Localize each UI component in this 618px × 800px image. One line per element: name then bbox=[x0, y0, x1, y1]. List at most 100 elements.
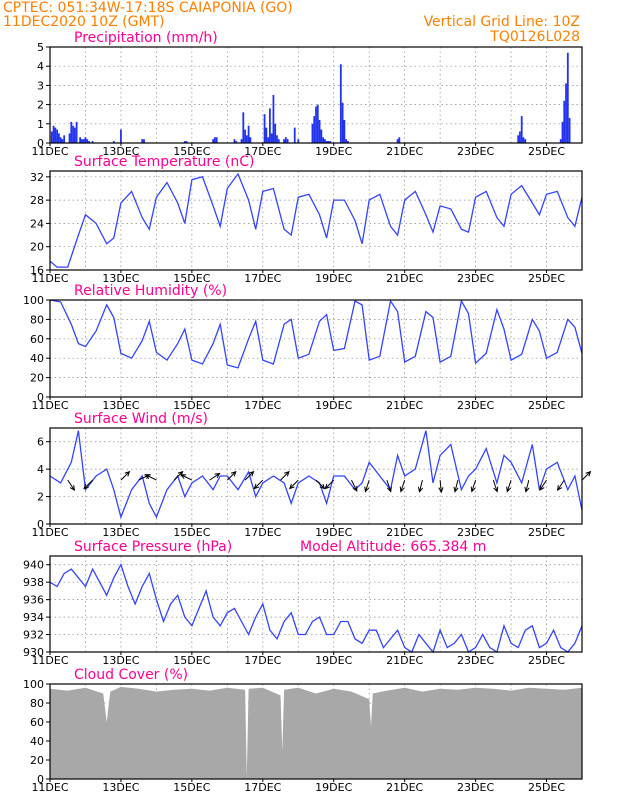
precip-bar bbox=[267, 137, 270, 143]
x-tick-label: 23DEC bbox=[457, 781, 494, 794]
precip-bar bbox=[524, 139, 527, 143]
x-tick-label: 13DEC bbox=[102, 145, 139, 158]
precip-bar bbox=[183, 141, 186, 143]
panel-0: 0 1 2 3 4 5 Precipitation (mm/h) 11DEC 13DEC 15DE… bbox=[31, 30, 583, 158]
series-line bbox=[49, 172, 583, 268]
precip-bar bbox=[185, 141, 188, 143]
precip-bar bbox=[52, 125, 55, 143]
precip-bar bbox=[235, 141, 238, 143]
precip-bar bbox=[320, 129, 323, 143]
precip-bar bbox=[311, 123, 314, 143]
y-tick-label: 0 bbox=[37, 137, 44, 150]
cloud-cover-area bbox=[50, 686, 582, 779]
precip-bar bbox=[339, 64, 342, 143]
y-tick-label: 4 bbox=[37, 463, 44, 476]
precip-bar bbox=[244, 129, 246, 143]
precip-bar bbox=[249, 137, 252, 143]
x-tick-label: 17DEC bbox=[244, 399, 281, 412]
wind-arrow bbox=[280, 470, 290, 481]
x-tick-label: 15DEC bbox=[173, 654, 210, 667]
precip-bar bbox=[519, 131, 521, 143]
x-tick-label: 17DEC bbox=[244, 272, 281, 285]
header-grid-info: Vertical Grid Line: 10Z bbox=[424, 14, 580, 30]
precip-bar bbox=[112, 141, 115, 143]
x-tick-label: 17DEC bbox=[244, 526, 281, 539]
x-tick-label: 21DEC bbox=[386, 526, 423, 539]
wind-arrow bbox=[226, 470, 237, 481]
precip-bar bbox=[316, 104, 319, 143]
y-tick-label: 20 bbox=[30, 372, 44, 385]
precip-bar bbox=[293, 127, 296, 143]
precip-bar bbox=[84, 137, 87, 143]
x-tick-label: 25DEC bbox=[528, 781, 565, 794]
precip-bar bbox=[522, 137, 525, 143]
y-tick-label: 6 bbox=[37, 436, 44, 449]
precip-bar bbox=[315, 106, 317, 143]
x-tick-label: 15DEC bbox=[173, 272, 210, 285]
precip-bar bbox=[341, 102, 344, 143]
precip-bar bbox=[63, 135, 66, 143]
precip-bar bbox=[79, 137, 82, 143]
precip-bar bbox=[323, 139, 326, 143]
wind-arrow bbox=[453, 479, 459, 493]
precip-bar bbox=[347, 141, 349, 143]
precip-bar bbox=[82, 139, 85, 143]
wind-arrow bbox=[364, 479, 370, 493]
panel-5: 0 20 40 60 80 100 Cloud Cover (%) 11DEC 13DEC 15D… bbox=[23, 667, 583, 794]
x-tick-label: 11DEC bbox=[31, 654, 68, 667]
precip-bar bbox=[72, 125, 74, 143]
y-tick-label: 4 bbox=[37, 60, 44, 73]
y-tick-label: 20 bbox=[30, 754, 44, 767]
x-tick-label: 13DEC bbox=[102, 272, 139, 285]
precip-bar bbox=[247, 125, 250, 143]
wind-arrow bbox=[492, 479, 499, 493]
y-tick-label: 940 bbox=[23, 559, 44, 572]
panel-frame bbox=[49, 46, 583, 144]
precip-bar bbox=[68, 133, 71, 143]
wind-arrow bbox=[244, 470, 255, 481]
y-tick-label: 930 bbox=[23, 646, 44, 659]
y-tick-label: 60 bbox=[30, 716, 44, 729]
panel-2: 0 20 40 60 80 100 Relative Humidity (%) 11DEC 13… bbox=[23, 283, 583, 412]
precip-bar bbox=[322, 137, 324, 143]
precip-bar bbox=[50, 131, 53, 143]
precip-bar bbox=[59, 137, 62, 143]
y-tick-label: 3 bbox=[37, 79, 44, 92]
series-line bbox=[49, 299, 583, 369]
x-tick-label: 17DEC bbox=[244, 781, 281, 794]
x-tick-label: 11DEC bbox=[31, 526, 68, 539]
wind-arrow bbox=[180, 474, 193, 481]
panel-title: Precipitation (mm/h) bbox=[74, 30, 218, 46]
x-tick-label: 21DEC bbox=[386, 399, 423, 412]
y-tick-label: 24 bbox=[30, 217, 44, 230]
precip-bar bbox=[345, 139, 348, 143]
wind-arrow bbox=[324, 479, 335, 490]
panel-title: Relative Humidity (%) bbox=[74, 283, 227, 299]
y-tick-label: 0 bbox=[37, 391, 44, 404]
x-tick-label: 15DEC bbox=[173, 526, 210, 539]
precip-bar bbox=[396, 139, 399, 143]
wind-arrow bbox=[581, 470, 592, 481]
wind-arrow bbox=[470, 479, 477, 493]
precip-bar bbox=[73, 127, 76, 143]
precip-bar bbox=[270, 133, 273, 143]
precip-bar bbox=[215, 137, 218, 143]
y-tick-label: 100 bbox=[23, 294, 44, 307]
y-tick-label: 28 bbox=[30, 194, 44, 207]
x-tick-label: 25DEC bbox=[528, 526, 565, 539]
wind-arrow bbox=[539, 479, 547, 492]
precip-bar bbox=[57, 133, 60, 143]
x-tick-label: 13DEC bbox=[102, 781, 139, 794]
y-tick-label: 100 bbox=[23, 678, 44, 691]
panel-frame bbox=[49, 683, 583, 780]
precip-bar bbox=[81, 139, 83, 143]
panel-frame bbox=[49, 170, 583, 271]
panel-title: Surface Pressure (hPa) bbox=[74, 539, 232, 555]
y-tick-label: 80 bbox=[30, 697, 44, 710]
header-model-id: TQ0126L028 bbox=[489, 29, 580, 45]
wind-arrow bbox=[253, 479, 264, 490]
precip-bar bbox=[272, 95, 275, 143]
y-tick-label: 0 bbox=[37, 518, 44, 531]
wind-arrow bbox=[67, 479, 76, 492]
precip-bar bbox=[568, 118, 571, 143]
